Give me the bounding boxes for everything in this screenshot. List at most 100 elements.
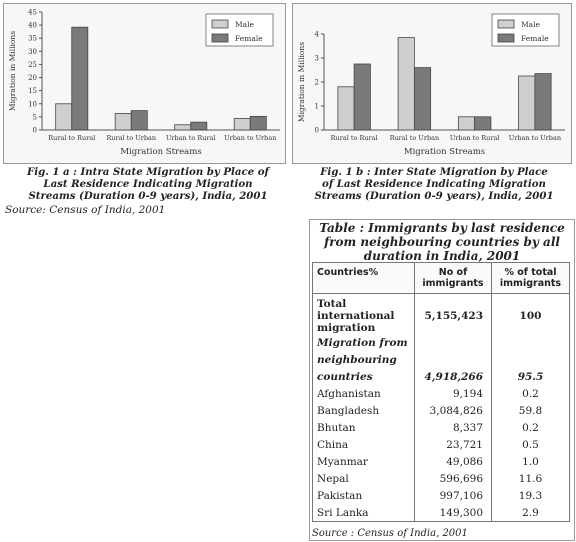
x-tick-label: Urban to Rural [450, 134, 500, 142]
table-cell-count: 149,300 [414, 504, 492, 522]
table-cell-count: 9,194 [414, 385, 492, 402]
table-cell-percent: 19.3 [491, 487, 570, 504]
legend-label-male: Male [521, 20, 541, 29]
x-tick-label: Rural to Urban [106, 134, 156, 142]
table-cell-count: 4,918,266 [414, 368, 492, 385]
table-cell-country: countries [312, 368, 415, 385]
x-axis-label: Migration Streams [120, 147, 201, 157]
table-cell-percent [491, 334, 570, 351]
table-cell-country: Total international migration [312, 293, 415, 334]
y-tick-label: 20 [28, 74, 37, 82]
table-cell-country: neighbouring [312, 351, 415, 368]
table-row: Migration from [312, 334, 570, 351]
legend-swatch-male [497, 19, 515, 29]
table-cell-count: 49,086 [414, 453, 492, 470]
table-cell-count: 23,721 [414, 436, 492, 453]
bar-female [353, 63, 371, 131]
table-cell-percent: 95.5 [491, 368, 570, 385]
header-percent: % of total immigrants [491, 262, 570, 294]
chart-inter-state-migration: 0 1 2 3 4 Migration in Millions Rural to Rural… [297, 13, 565, 157]
table-cell-percent [491, 351, 570, 368]
table-row: China 23,721 0.5 [312, 436, 570, 453]
table-cell-percent: 2.9 [491, 504, 570, 522]
y-axis-label: Migration in Millions [8, 31, 17, 111]
bar-male [114, 113, 132, 131]
table-cell-country: Pakistan [312, 487, 415, 504]
table-row: Bangladesh 3,084,826 59.8 [312, 402, 570, 419]
x-tick-label: Urban to Urban [509, 134, 561, 142]
table-row: Afghanistan 9,194 0.2 [312, 385, 570, 402]
header-countries: Countries% [312, 262, 415, 294]
table-cell-country: China [312, 436, 415, 453]
table-cell-country: Nepal [312, 470, 415, 487]
table-row: Sri Lanka 149,300 2.9 [312, 504, 570, 522]
table-row-neighbouring-total: countries 4,918,266 95.5 [312, 368, 570, 385]
bar-male [518, 75, 536, 131]
table-cell-country: Migration from [312, 334, 415, 351]
x-tick-label: Rural to Rural [48, 134, 95, 142]
table-cell-percent: 0.2 [491, 419, 570, 436]
x-tick-label: Urban to Rural [166, 134, 216, 142]
y-tick-label: 3 [315, 55, 319, 63]
source-note-top: Source: Census of India, 2001 [5, 204, 166, 216]
y-tick-label: 40 [28, 22, 37, 30]
table-row: Pakistan 997,106 19.3 [312, 487, 570, 504]
y-tick-label: 0 [315, 127, 319, 135]
bar-male [55, 103, 73, 131]
chart-panel-inter-state: 0 1 2 3 4 Migration in Millions Rural to Rural… [292, 3, 572, 164]
table-cell-country: Afghanistan [312, 385, 415, 402]
legend-label-female: Female [521, 34, 549, 43]
table-cell-percent: 0.2 [491, 385, 570, 402]
table-cell-count: 3,084,826 [414, 402, 492, 419]
table-cell-count [414, 334, 492, 351]
fig1-caption: Fig. 1 a : Intra State Migration by Plac… [27, 166, 269, 202]
y-tick-label: 2 [315, 79, 319, 87]
y-tick-label: 0 [33, 127, 37, 135]
table-cell-percent: 1.0 [491, 453, 570, 470]
source-note-table: Source : Census of India, 2001 [312, 528, 468, 539]
y-tick-label: 30 [28, 48, 37, 56]
y-tick-label: 10 [28, 100, 37, 108]
table-row: neighbouring [312, 351, 570, 368]
y-tick-label: 15 [28, 87, 37, 95]
bar-female [71, 26, 89, 131]
table-cell-country: Sri Lanka [312, 504, 415, 522]
bar-female [474, 116, 492, 131]
y-axis-label: Migration in Millions [297, 42, 306, 122]
y-tick-label: 4 [315, 31, 320, 39]
legend-swatch-female [211, 33, 229, 43]
bar-female [130, 110, 148, 131]
x-tick-label: Urban to Urban [224, 134, 276, 142]
y-tick-label: 1 [315, 103, 319, 111]
table-cell-country: Myanmar [312, 453, 415, 470]
y-tick-label: 35 [28, 35, 37, 43]
bar-male [397, 37, 415, 131]
y-tick-label: 5 [33, 113, 37, 121]
legend-swatch-male [211, 19, 229, 29]
bar-male [174, 124, 192, 131]
table-row: Myanmar 49,086 1.0 [312, 453, 570, 470]
immigrants-table: Countries% No of immigrants % of total i… [312, 262, 570, 522]
chart-intra-state-migration: 0 5 10 15 20 25 30 35 40 45 Migration in Millions R… [8, 9, 280, 157]
bar-male [457, 116, 476, 131]
bar-male [233, 118, 251, 131]
table-cell-country: Bangladesh [312, 402, 415, 419]
bar-female [190, 121, 208, 131]
table-cell-percent: 0.5 [491, 436, 570, 453]
bar-male [337, 86, 355, 131]
table-row: Bhutan 8,337 0.2 [312, 419, 570, 436]
fig2-caption: Fig. 1 b : Inter State Migration by Plac… [314, 166, 554, 202]
legend-swatch-female [497, 33, 515, 43]
table-row-total: Total international migration 5,155,423 … [312, 293, 570, 334]
header-count: No of immigrants [414, 262, 492, 294]
bar-female [413, 67, 432, 131]
legend-label-male: Male [235, 20, 255, 29]
table-header-row: Countries% No of immigrants % of total i… [312, 262, 570, 294]
table-cell-count: 596,696 [414, 470, 492, 487]
table-title: Table : Immigrants by last residence fro… [319, 221, 565, 263]
table-cell-percent: 59.8 [491, 402, 570, 419]
x-tick-label: Rural to Urban [390, 134, 440, 142]
x-tick-label: Rural to Rural [331, 134, 378, 142]
table-cell-count [414, 351, 492, 368]
y-tick-label: 45 [28, 9, 37, 17]
